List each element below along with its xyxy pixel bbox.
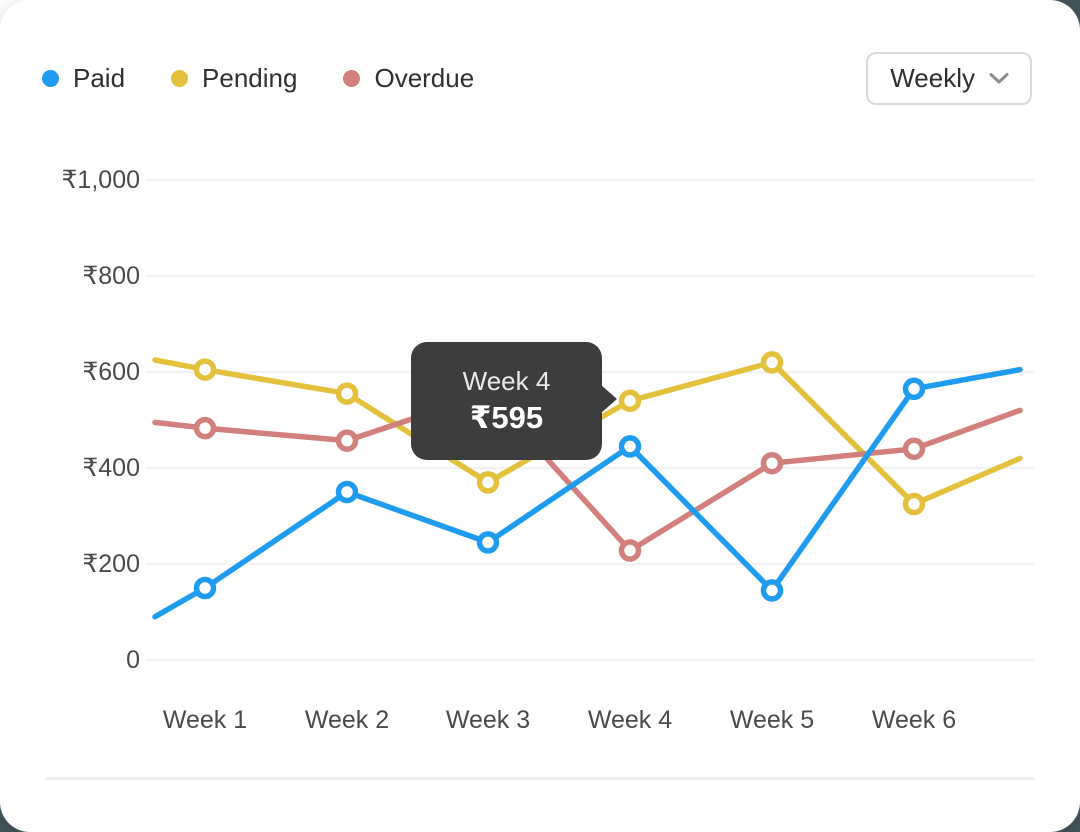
chart-legend: Paid Pending Overdue xyxy=(42,60,474,96)
chevron-down-icon xyxy=(989,73,1009,84)
pending-point-week-4[interactable] xyxy=(618,389,642,413)
x-tick-week-6: Week 6 xyxy=(871,706,957,734)
paid-point-week-3[interactable] xyxy=(476,531,500,554)
tooltip-value: ₹595 xyxy=(469,400,544,435)
pending-point-week-1[interactable] xyxy=(193,358,217,381)
y-tick-800: ₹800 xyxy=(82,262,140,290)
overdue-point-week-6[interactable] xyxy=(902,437,926,461)
x-tick-week-1: Week 1 xyxy=(162,706,248,734)
y-tick-600: ₹600 xyxy=(82,358,140,386)
pending-point-week-2[interactable] xyxy=(335,382,359,405)
overdue-point-week-2[interactable] xyxy=(335,429,359,452)
legend-item-pending[interactable]: Pending xyxy=(171,60,297,96)
overdue-line xyxy=(152,390,1023,554)
legend-item-paid[interactable]: Paid xyxy=(42,60,125,96)
tooltip-arrow-icon xyxy=(601,385,617,413)
legend-label-paid: Paid xyxy=(73,63,126,93)
paid-dot-icon xyxy=(42,69,59,87)
legend-label-pending: Pending xyxy=(202,63,298,93)
x-tick-week-4: Week 4 xyxy=(587,706,673,734)
tooltip-title: Week 4 xyxy=(462,366,551,396)
overdue-point-week-1[interactable] xyxy=(193,416,217,440)
pending-dot-icon xyxy=(171,69,189,87)
pending-point-week-6[interactable] xyxy=(902,492,926,516)
x-tick-week-3: Week 3 xyxy=(445,706,531,734)
paid-line xyxy=(152,366,1023,620)
legend-item-overdue[interactable]: Overdue xyxy=(343,60,474,96)
period-dropdown[interactable]: Weekly xyxy=(866,52,1032,105)
pending-point-week-5[interactable] xyxy=(760,351,784,374)
legend-label-overdue: Overdue xyxy=(374,63,475,93)
overdue-point-week-5[interactable] xyxy=(760,451,784,475)
y-tick-0: 0 xyxy=(126,646,140,674)
paid-point-week-5[interactable] xyxy=(760,579,784,602)
y-tick-400: ₹400 xyxy=(82,454,140,482)
period-dropdown-value: Weekly xyxy=(890,63,975,93)
card-bottom-divider xyxy=(45,777,1035,780)
x-tick-week-2: Week 2 xyxy=(304,706,390,734)
overdue-point-week-4[interactable] xyxy=(618,539,642,562)
paid-point-week-4[interactable] xyxy=(618,435,642,458)
overdue-dot-icon xyxy=(343,69,361,87)
x-tick-week-5: Week 5 xyxy=(729,706,815,734)
y-tick-200: ₹200 xyxy=(82,550,140,578)
chart-tooltip: Week 4 ₹595 xyxy=(411,342,617,460)
y-tick-1000: ₹1,000 xyxy=(61,166,140,194)
pending-point-week-3[interactable] xyxy=(476,471,500,494)
paid-point-week-6[interactable] xyxy=(902,377,926,401)
paid-point-week-2[interactable] xyxy=(335,480,359,504)
paid-point-week-1[interactable] xyxy=(193,576,217,600)
